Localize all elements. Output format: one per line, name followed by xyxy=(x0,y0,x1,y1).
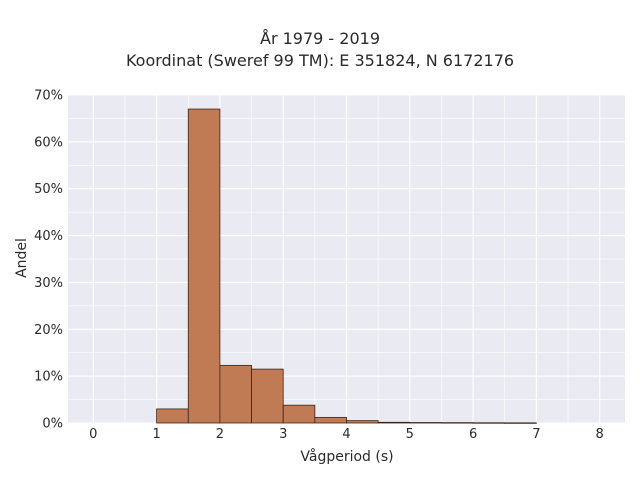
x-tick-label: 0 xyxy=(89,427,97,442)
y-tick-label: 10% xyxy=(34,370,63,385)
histogram-bar xyxy=(504,422,537,424)
y-tick-label: 20% xyxy=(34,323,63,338)
histogram-bar xyxy=(472,422,506,424)
chart-subtitle: Koordinat (Sweref 99 TM): E 351824, N 61… xyxy=(125,51,515,70)
x-tick-label: 6 xyxy=(469,427,477,442)
y-tick-label: 0% xyxy=(42,417,63,432)
y-axis-label: Andel xyxy=(14,238,30,278)
y-tick-label: 30% xyxy=(34,276,63,291)
histogram-bar xyxy=(251,368,284,424)
histogram-bar xyxy=(282,404,316,424)
x-tick-label: 8 xyxy=(596,427,604,442)
y-tick-label: 70% xyxy=(34,89,63,104)
histogram-bar xyxy=(377,421,411,424)
histogram-bar xyxy=(441,422,474,424)
bars xyxy=(156,108,537,424)
histogram-bar xyxy=(219,364,252,424)
x-tick-label: 5 xyxy=(406,427,414,442)
y-tick-label: 50% xyxy=(34,182,63,197)
y-tick-label: 60% xyxy=(34,135,63,150)
histogram-bar xyxy=(187,108,221,424)
histogram-bar xyxy=(314,416,347,424)
y-axis-ticks: 0% 10% 20% 30% 40% 50% 60% 70% xyxy=(34,89,63,432)
histogram-bar xyxy=(156,408,189,424)
x-axis-label: Vågperiod (s) xyxy=(300,448,393,465)
y-tick-label: 40% xyxy=(34,229,63,244)
x-tick-label: 1 xyxy=(152,427,160,442)
histogram-bar xyxy=(346,420,379,424)
x-tick-label: 2 xyxy=(216,427,224,442)
x-tick-label: 7 xyxy=(532,427,540,442)
chart-title: År 1979 - 2019 xyxy=(260,29,380,48)
x-axis-ticks: 0 1 2 3 4 5 6 7 8 xyxy=(89,427,604,442)
histogram-bar xyxy=(409,422,442,424)
x-tick-label: 4 xyxy=(342,427,350,442)
x-tick-label: 3 xyxy=(279,427,287,442)
